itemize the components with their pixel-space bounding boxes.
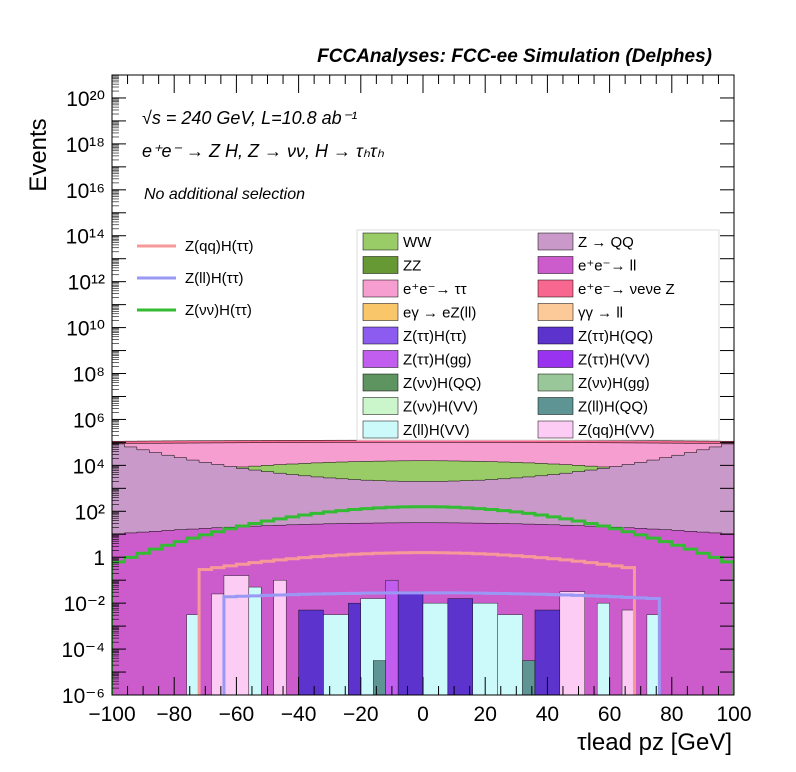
y-tick-label: 10⁸	[73, 364, 105, 387]
legend-label-Ztautau_Hgg: Z(ττ)H(gg)	[403, 352, 472, 369]
legend-swatch-ee_ll	[537, 256, 574, 274]
legend-swatch-Znunu_Hgg	[537, 373, 574, 392]
signal-line-sig_Znunu	[112, 505, 734, 695]
y-tick-label: 10⁻⁶	[62, 685, 105, 708]
sparse-bar-10	[385, 579, 399, 695]
x-tick-label: 20	[474, 703, 497, 726]
legend-label-Zll_HQQ: Z(ll)H(QQ)	[578, 399, 648, 416]
sparse-bar-0	[186, 614, 200, 695]
sparse-bar-11	[397, 591, 424, 695]
legend-label-egamma_eZll: eγ → eZ(ll)	[403, 305, 476, 322]
legend-swatch-Znunu_HVV	[362, 397, 399, 415]
legend-swatch-Ztautau_Htautau	[362, 326, 399, 345]
sparse-bar-18	[559, 591, 585, 695]
sparse-bar-15	[497, 614, 523, 695]
sparse-bar-19	[596, 602, 610, 695]
sparse-bar-12	[422, 602, 449, 695]
legend-swatch-ee_nunuZ	[537, 279, 574, 298]
sparse-bar-16	[522, 660, 536, 695]
legend-label-WW: WW	[403, 234, 432, 251]
sparse-bar-6	[323, 614, 349, 695]
y-tick-label: 10¹⁴	[66, 226, 105, 249]
x-tick-label: 100	[716, 703, 751, 726]
legend-label-Zqq_HVV: Z(qq)H(VV)	[578, 422, 655, 439]
legend-label-sig_Zll: Z(ll)H(ττ)	[185, 270, 244, 287]
y-tick-label: 10²⁰	[66, 88, 105, 111]
sparse-bar-4	[273, 579, 287, 695]
x-tick-labels: −100 −80 −60 −40 −20 0 20 40 60 80 100	[88, 703, 751, 726]
y-tick-label: 10⁶	[73, 409, 105, 432]
x-tick-label: 60	[598, 703, 621, 726]
y-tick-label: 10⁻²	[64, 593, 105, 616]
legend-swatch-ZZ	[362, 256, 399, 274]
legend-swatch-WW	[362, 232, 399, 251]
legend-swatch-Znunu_HQQ	[362, 373, 399, 392]
legend-label-Zll_HVV: Z(ll)H(VV)	[403, 422, 470, 439]
legend-label-Ztautau_Htautau: Z(ττ)H(ττ)	[403, 328, 467, 345]
y-tick-label: 10²	[75, 501, 105, 524]
y-tick-label: 10⁻⁴	[62, 639, 105, 662]
x-axis-label: τlead pz [GeV]	[577, 729, 732, 756]
legend-swatch-Zll_HVV	[362, 420, 399, 439]
sparse-bar-5	[298, 609, 324, 695]
x-tick-label: −80	[156, 703, 192, 726]
x-tick-label: −20	[343, 703, 379, 726]
sparse-bar-20	[621, 609, 635, 695]
legend-label-gammagamma_ll: γγ → ll	[578, 305, 623, 322]
legend-label-Z_QQ: Z → QQ	[578, 234, 634, 251]
signal-line-sig_Zll	[222, 591, 661, 695]
legend-swatch-Zll_HQQ	[537, 397, 574, 415]
legend-label-ee_ll: e⁺e⁻→ ll	[578, 258, 636, 275]
legend-swatch-Ztautau_Hgg	[362, 350, 399, 368]
y-axis-label: Events	[25, 118, 52, 191]
y-tick-label: 10⁴	[73, 455, 105, 478]
legend-label-sig_Zqq: Z(qq)H(ττ)	[185, 238, 254, 255]
sparse-bar-21	[646, 614, 660, 695]
legend-label-sig_Znunu: Z(νν)H(ττ)	[185, 302, 252, 319]
x-tick-label: 0	[417, 703, 429, 726]
legend-label-Znunu_Hgg: Z(νν)H(gg)	[578, 375, 650, 392]
sparse-bar-3	[248, 586, 262, 695]
x-tick-label: 80	[660, 703, 683, 726]
legend-swatch-Ztautau_HVV	[537, 350, 574, 368]
sparse-bar-9	[373, 660, 386, 695]
x-tick-label: 40	[536, 703, 559, 726]
legend-label-Ztautau_HQQ: Z(ττ)H(QQ)	[578, 328, 653, 345]
legend-box	[356, 229, 720, 441]
x-tick-label: −60	[219, 703, 255, 726]
y-tick-label: 10¹⁶	[66, 180, 105, 203]
legend-swatch-Ztautau_HQQ	[537, 326, 574, 345]
legend: Z(qq)H(ττ) Z(ll)H(ττ) Z(νν)H(ττ) WW Z → QQ ZZ…	[137, 229, 720, 441]
energy-lumi-annotation: √s = 240 GeV, L=10.8 ab⁻¹	[142, 108, 357, 128]
legend-label-ee_nunuZ: e⁺e⁻→ νeνe Z	[578, 281, 675, 298]
process-annotation: e⁺e⁻ → Z H, Z → νν, H → τₕτₕ	[142, 141, 385, 161]
legend-label-Znunu_HVV: Z(νν)H(VV)	[403, 399, 478, 416]
y-tick-label: 10¹⁸	[66, 134, 105, 157]
sparse-background-bars	[186, 575, 660, 695]
y-tick-labels: 10⁻⁶ 10⁻⁴ 10⁻² 1 10² 10⁴ 10⁶ 10⁸ 10¹⁰ 10¹² 10¹⁴ 10¹…	[62, 88, 105, 708]
legend-label-Znunu_HQQ: Z(νν)H(QQ)	[403, 375, 481, 392]
legend-label-ZZ: ZZ	[403, 258, 421, 275]
legend-swatch-Z_QQ	[537, 232, 574, 251]
sparse-bar-1	[211, 593, 225, 695]
selection-annotation: No additional selection	[144, 186, 305, 203]
chart-header-title: FCCAnalyses: FCC-ee Simulation (Delphes)	[317, 46, 712, 67]
sparse-bar-7	[348, 602, 361, 695]
legend-swatch-Zqq_HVV	[537, 420, 574, 439]
x-tick-label: −40	[281, 703, 317, 726]
y-tick-label: 1	[93, 547, 105, 570]
legend-swatch-gammagamma_ll	[537, 303, 574, 321]
signal-histograms	[112, 505, 734, 695]
x-tick-label: −100	[88, 703, 135, 726]
legend-label-Ztautau_HVV: Z(ττ)H(VV)	[578, 352, 650, 369]
legend-swatch-ee_tautau	[362, 279, 399, 298]
axis-ticks	[111, 74, 735, 696]
y-tick-label: 10¹⁰	[66, 318, 105, 341]
signal-line-sig_Zqq	[197, 551, 636, 695]
legend-label-ee_tautau: e⁺e⁻→ ττ	[403, 281, 467, 298]
legend-swatch-egamma_eZll	[362, 303, 399, 321]
sparse-bar-13	[447, 598, 473, 695]
y-tick-label: 10¹²	[68, 272, 105, 295]
